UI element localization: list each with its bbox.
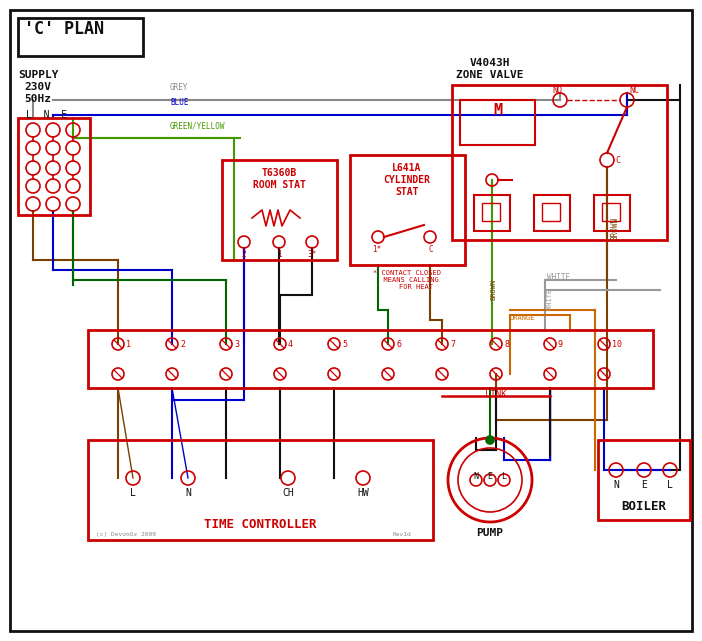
Text: * CONTACT CLOSED
  MEANS CALLING
    FOR HEAT: * CONTACT CLOSED MEANS CALLING FOR HEAT bbox=[373, 270, 441, 290]
Text: ZONE VALVE: ZONE VALVE bbox=[456, 70, 524, 80]
Text: N: N bbox=[613, 480, 619, 490]
Text: BROWN: BROWN bbox=[490, 279, 496, 300]
Text: 2: 2 bbox=[180, 340, 185, 349]
Bar bbox=[88, 440, 433, 540]
Text: 230V: 230V bbox=[25, 82, 51, 92]
Text: 5: 5 bbox=[342, 340, 347, 349]
Text: N: N bbox=[474, 472, 479, 481]
Text: C: C bbox=[428, 245, 432, 254]
Text: PUMP: PUMP bbox=[477, 528, 503, 538]
Text: NC: NC bbox=[629, 86, 639, 95]
Text: NO: NO bbox=[552, 86, 562, 95]
Text: WHITE: WHITE bbox=[547, 288, 553, 310]
Text: TIME CONTROLLER: TIME CONTROLLER bbox=[204, 518, 316, 531]
Text: CYLINDER: CYLINDER bbox=[383, 175, 430, 185]
Text: M: M bbox=[494, 103, 503, 118]
Text: 1: 1 bbox=[277, 250, 282, 259]
Bar bbox=[18, 18, 143, 56]
Text: C: C bbox=[615, 156, 620, 165]
Text: L  N  E: L N E bbox=[26, 110, 67, 120]
Text: WHITE: WHITE bbox=[547, 273, 570, 282]
Text: ROOM STAT: ROOM STAT bbox=[253, 180, 305, 190]
Text: HW: HW bbox=[357, 488, 369, 498]
Bar bbox=[602, 203, 620, 221]
Text: BROWN: BROWN bbox=[610, 217, 619, 240]
Text: E: E bbox=[487, 472, 493, 481]
Text: SUPPLY: SUPPLY bbox=[18, 70, 58, 80]
Text: L: L bbox=[501, 472, 507, 481]
Text: T6360B: T6360B bbox=[261, 168, 297, 178]
Text: 1: 1 bbox=[126, 340, 131, 349]
Text: 3*: 3* bbox=[307, 250, 317, 259]
Bar bbox=[460, 100, 535, 145]
Bar bbox=[598, 440, 690, 520]
Text: V4043H: V4043H bbox=[470, 58, 510, 68]
Bar bbox=[474, 195, 510, 231]
Bar bbox=[18, 118, 90, 215]
Text: LINK: LINK bbox=[485, 390, 507, 399]
Text: 3: 3 bbox=[234, 340, 239, 349]
Circle shape bbox=[486, 436, 494, 444]
Text: CH: CH bbox=[282, 488, 294, 498]
Text: 9: 9 bbox=[558, 340, 563, 349]
Bar bbox=[452, 85, 667, 240]
Bar bbox=[222, 160, 337, 260]
Text: 4: 4 bbox=[288, 340, 293, 349]
Text: STAT: STAT bbox=[395, 187, 419, 197]
Text: ORANGE: ORANGE bbox=[510, 315, 536, 321]
Bar bbox=[542, 203, 560, 221]
Text: 50Hz: 50Hz bbox=[25, 94, 51, 104]
Text: 10: 10 bbox=[612, 340, 622, 349]
Text: L: L bbox=[130, 488, 136, 498]
Text: E: E bbox=[641, 480, 647, 490]
Text: L641A: L641A bbox=[392, 163, 422, 173]
Text: N: N bbox=[185, 488, 191, 498]
Text: GREY: GREY bbox=[170, 83, 189, 92]
Bar bbox=[88, 330, 653, 388]
Text: BOILER: BOILER bbox=[621, 500, 666, 513]
Text: GREEN/YELLOW: GREEN/YELLOW bbox=[170, 121, 225, 130]
Text: 6: 6 bbox=[396, 340, 401, 349]
Text: Rev1d: Rev1d bbox=[393, 532, 412, 537]
Text: 2: 2 bbox=[241, 250, 246, 259]
Text: (c) DevonOz 2009: (c) DevonOz 2009 bbox=[96, 532, 156, 537]
Text: 7: 7 bbox=[450, 340, 455, 349]
Text: 'C' PLAN: 'C' PLAN bbox=[24, 20, 104, 38]
Text: 1*: 1* bbox=[372, 245, 381, 254]
Text: 8: 8 bbox=[504, 340, 509, 349]
Text: BLUE: BLUE bbox=[170, 98, 189, 107]
Bar bbox=[350, 155, 465, 265]
Bar bbox=[534, 195, 570, 231]
Bar bbox=[594, 195, 630, 231]
Bar bbox=[482, 203, 500, 221]
Text: L: L bbox=[667, 480, 673, 490]
